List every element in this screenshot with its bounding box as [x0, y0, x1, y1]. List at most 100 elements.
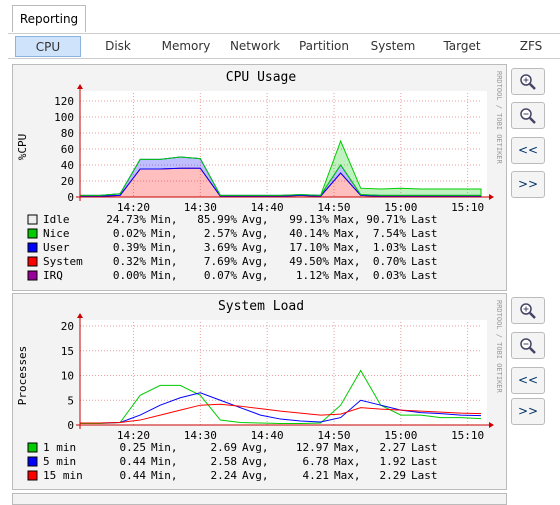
legend-stat-label: Min,	[151, 227, 178, 240]
legend-value: 90.71%	[366, 213, 406, 226]
legend-stat-label: Max,	[334, 255, 361, 268]
legend-stat-label: Min,	[151, 241, 178, 254]
subtab[interactable]: Partition	[298, 39, 349, 53]
legend-stat-label: Avg,	[242, 269, 269, 282]
legend-value: 0.00%	[113, 269, 146, 282]
x-tick-label: 14:20	[117, 201, 150, 214]
nav-button[interactable]: >>	[511, 171, 545, 198]
zoom-in-button[interactable]	[511, 68, 545, 95]
x-tick-label: 15:10	[451, 201, 484, 214]
x-tick-label: 14:40	[251, 201, 284, 214]
zoom-in-button[interactable]	[511, 297, 545, 324]
legend-value: 7.69%	[204, 255, 237, 268]
y-tick-label: 60	[61, 143, 74, 156]
legend-stat-label: Last	[411, 213, 438, 226]
watermark: RRDTOOL / TOBI OETIKER	[495, 71, 503, 165]
legend-value: 0.07%	[204, 269, 237, 282]
legend-value: 0.70%	[373, 255, 406, 268]
chart: System Load Processes RRDTOOL / TOBI OETIK…	[16, 299, 503, 482]
legend-stat-label: Min,	[151, 469, 178, 482]
subtab[interactable]: Network	[229, 39, 281, 53]
y-tick-label: 10	[61, 370, 74, 383]
chart-title: System Load	[218, 299, 304, 314]
legend-stat-label: Last	[411, 441, 438, 454]
x-tick-label: 14:50	[317, 201, 350, 214]
legend-swatch	[27, 242, 38, 253]
legend-stat-label: Max,	[334, 213, 361, 226]
legend-label: System	[43, 255, 83, 268]
plot-background	[80, 91, 487, 197]
legend-value: 2.69	[211, 441, 238, 454]
subtab[interactable]: Target	[443, 39, 481, 53]
axis	[76, 318, 489, 429]
legend-swatch	[27, 442, 38, 453]
legend-value: 0.02%	[113, 227, 146, 240]
legend-value: 0.44	[120, 469, 147, 482]
legend-value: 0.44	[120, 455, 147, 468]
legend-label: 5 min	[43, 455, 76, 468]
legend-stat-label: Min,	[151, 255, 178, 268]
y-tick-label: 15	[61, 345, 74, 358]
legend-value: 0.39%	[113, 241, 146, 254]
axis	[76, 89, 489, 201]
y-tick-label: 40	[61, 159, 74, 172]
legend-stat-label: Max,	[334, 269, 361, 282]
legend-stat-label: Max,	[334, 241, 361, 254]
nav-button[interactable]: <<	[511, 137, 545, 164]
line	[80, 403, 482, 424]
zoom-out-button[interactable]	[511, 332, 545, 359]
subtab-bar	[8, 33, 560, 59]
zoom-out-button[interactable]	[511, 102, 545, 129]
legend-swatch	[27, 256, 38, 267]
legend-stat-label: Avg,	[242, 241, 269, 254]
plot-background	[80, 320, 487, 425]
watermark: RRDTOOL / TOBI OETIKER	[495, 300, 503, 394]
legend-value: 40.14%	[289, 227, 329, 240]
chart-panel: CPU Usage %CPU RRDTOOL / TOBI OETIKER 0 20 40…	[12, 64, 507, 291]
tab[interactable]: Reporting	[12, 5, 86, 32]
y-tick-label: 20	[61, 175, 74, 188]
legend-value: 17.10%	[289, 241, 329, 254]
legend-stat-label: Max,	[334, 441, 361, 454]
legend-swatch	[27, 456, 38, 467]
legend-stat-label: Avg,	[242, 469, 269, 482]
legend-value: 2.58	[211, 455, 238, 468]
legend-value: 6.78	[303, 455, 330, 468]
x-tick-label: 14:50	[317, 429, 350, 442]
legend-value: 2.24	[211, 469, 238, 482]
subtab[interactable]: CPU	[15, 36, 81, 57]
icon	[520, 303, 536, 319]
y-tick-label: 80	[61, 127, 74, 140]
subtab[interactable]: Memory	[161, 39, 211, 53]
chart-title: CPU Usage	[226, 70, 297, 85]
legend-value: 1.03%	[373, 241, 406, 254]
legend-value: 85.99%	[197, 213, 237, 226]
x-tick-label: 14:30	[184, 429, 217, 442]
legend-label: Nice	[43, 227, 70, 240]
legend-stat-label: Avg,	[242, 227, 269, 240]
subtab[interactable]: Disk	[105, 39, 131, 53]
x-tick-label: 14:40	[251, 429, 284, 442]
y-axis-label: %CPU	[16, 134, 29, 161]
legend-stat-label: Avg,	[242, 213, 269, 226]
legend-stat-label: Max,	[334, 469, 361, 482]
x-tick-label: 15:10	[451, 429, 484, 442]
nav-button[interactable]: <<	[511, 367, 545, 394]
area	[80, 139, 482, 196]
chart: CPU Usage %CPU RRDTOOL / TOBI OETIKER 0 20 40…	[16, 70, 503, 282]
legend-label: Idle	[43, 213, 70, 226]
line	[80, 369, 482, 425]
subtab[interactable]: ZFS	[519, 39, 543, 53]
legend-label: User	[43, 241, 70, 254]
legend-stat-label: Min,	[151, 269, 178, 282]
y-tick-label: 0	[67, 191, 74, 204]
chart-panel: System Load Processes RRDTOOL / TOBI OETIK…	[12, 293, 507, 490]
nav-button[interactable]: >>	[511, 398, 545, 425]
y-tick-label: 0	[67, 419, 74, 432]
subtab[interactable]: System	[370, 39, 416, 53]
y-tick-label: 100	[54, 111, 74, 124]
icon	[520, 338, 536, 354]
line	[80, 392, 482, 424]
legend-stat-label: Last	[411, 255, 438, 268]
